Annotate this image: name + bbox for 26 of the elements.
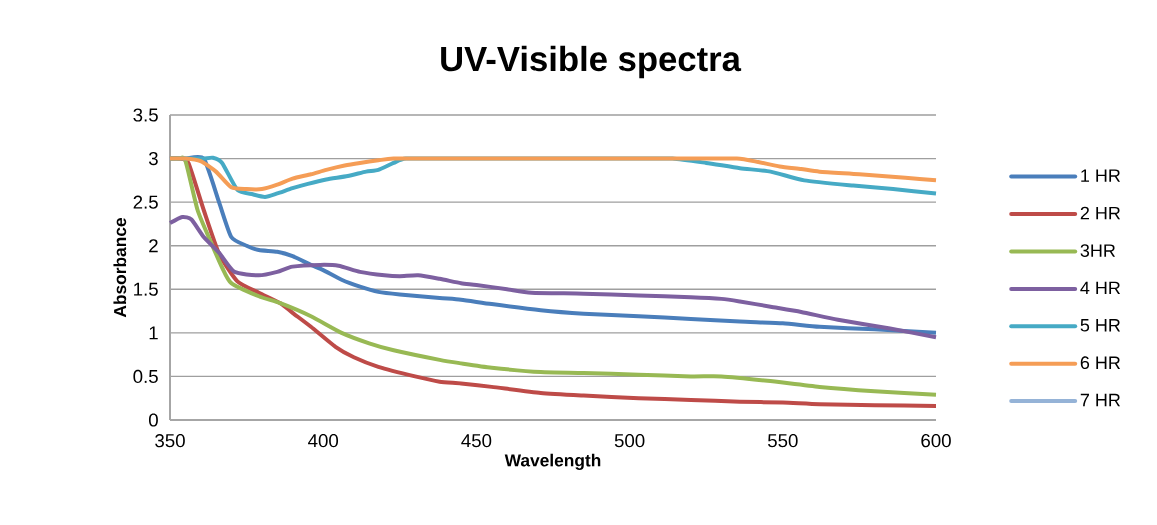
y-tick-label: 3	[148, 151, 158, 166]
legend-label: 2 HR	[1080, 206, 1121, 220]
x-tick-label: 500	[614, 434, 645, 448]
x-tick-label: 600	[921, 434, 951, 448]
y-tick-label: 1	[149, 326, 158, 340]
x-tick-label: 400	[308, 434, 339, 448]
y-tick-label: 2	[149, 239, 158, 253]
y-tick-label: 0	[148, 413, 158, 427]
legend-label: 3HR	[1080, 244, 1116, 257]
line-series	[168, 214, 939, 340]
y-tick-label: 3.5	[133, 108, 158, 122]
legend-label: 4 HR	[1080, 281, 1121, 295]
y-tick-label: 1.5	[134, 282, 158, 296]
legend-label: 6 HR	[1080, 356, 1121, 370]
legend-label: 1 HR	[1081, 169, 1121, 182]
x-tick-label: 550	[767, 434, 798, 448]
line-series	[168, 156, 939, 192]
x-tick-label: 450	[461, 434, 492, 448]
y-axis-title: Absorbance	[113, 218, 127, 318]
chart-title: UV-Visible spectra	[441, 45, 742, 79]
legend-label: 7 HR	[1080, 393, 1121, 407]
y-tick-label: 2.5	[133, 195, 158, 209]
x-tick-label: 350	[155, 434, 185, 448]
y-tick-label: 0.5	[133, 369, 158, 384]
x-axis-title: Wavelength	[504, 453, 601, 470]
legend-label: 5 HR	[1080, 319, 1121, 332]
